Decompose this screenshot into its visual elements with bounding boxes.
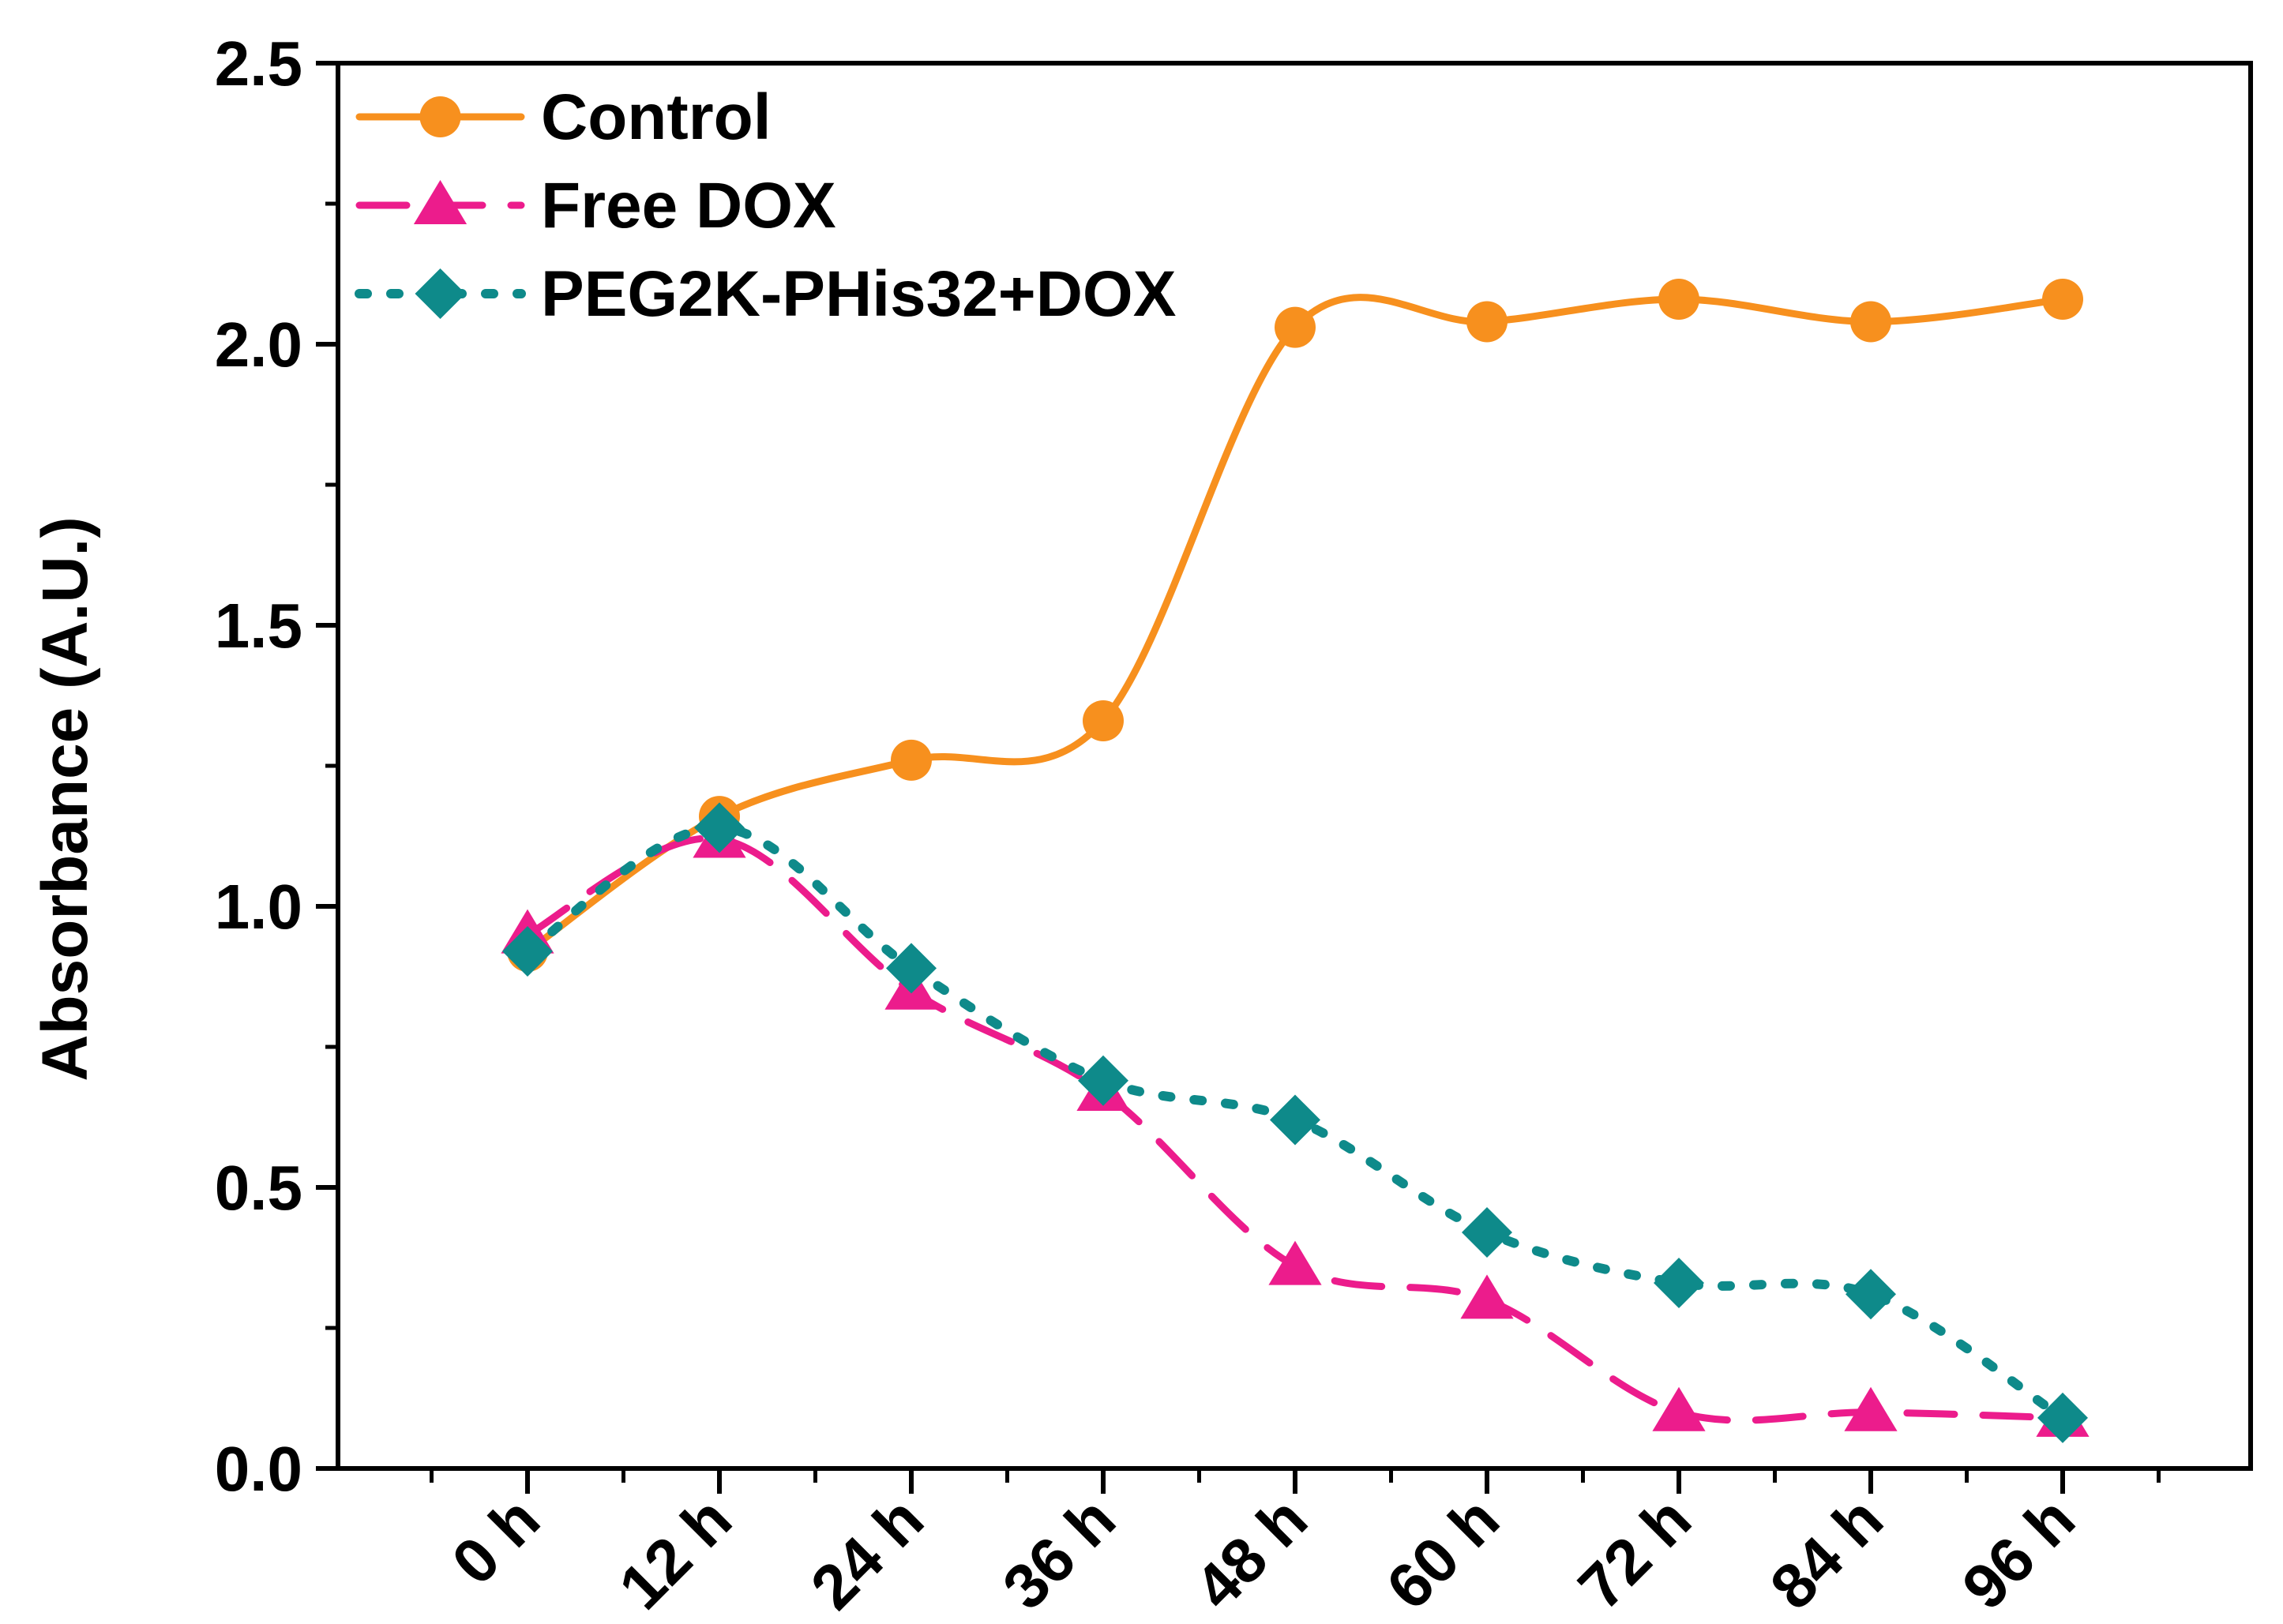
data-point bbox=[1466, 301, 1508, 343]
series-circle bbox=[507, 279, 2083, 972]
data-point bbox=[1078, 1055, 1128, 1106]
y-tick-label: 1.0 bbox=[215, 872, 302, 942]
axis-layer: 0.0 0.5 1.0 1.5 2.0 2.5 0 h 12 h 24 h 36 h 48 h 60 … bbox=[215, 28, 2161, 1622]
data-point bbox=[1083, 700, 1124, 742]
legend-marker bbox=[413, 180, 467, 224]
y-tick-label: 1.5 bbox=[215, 591, 302, 661]
series-line bbox=[524, 835, 2067, 1424]
data-point bbox=[1270, 1094, 1320, 1146]
data-point bbox=[1462, 1206, 1512, 1258]
legend: Control Free DOX PEG2K-PHis32+DOX bbox=[355, 81, 1176, 330]
data-point bbox=[2042, 279, 2083, 321]
data-point bbox=[2037, 1392, 2088, 1443]
x-tick-label: 36 h bbox=[989, 1483, 1128, 1622]
legend-label: Free DOX bbox=[541, 170, 836, 242]
data-point bbox=[1268, 1240, 1322, 1285]
series-layer bbox=[501, 279, 2090, 1443]
data-point bbox=[1652, 1386, 1706, 1431]
series-diamond bbox=[502, 802, 2088, 1443]
data-point bbox=[891, 739, 932, 781]
legend-marker bbox=[419, 96, 461, 137]
data-point bbox=[694, 802, 745, 853]
data-point bbox=[1844, 1386, 1898, 1431]
x-tick-label: 60 h bbox=[1373, 1483, 1512, 1622]
data-point bbox=[1275, 306, 1316, 348]
y-tick-label: 0.5 bbox=[215, 1153, 302, 1223]
y-axis-title: Absorbance (A.U.) bbox=[29, 516, 101, 1081]
data-point bbox=[502, 925, 553, 977]
data-point bbox=[1846, 1269, 1896, 1320]
y-tick-label: 2.5 bbox=[215, 28, 302, 99]
y-tick-label: 0.0 bbox=[215, 1434, 302, 1504]
x-tick-label: 84 h bbox=[1757, 1483, 1896, 1622]
x-tick-label: 72 h bbox=[1565, 1483, 1704, 1622]
legend-label: PEG2K-PHis32+DOX bbox=[541, 258, 1176, 330]
data-point bbox=[1460, 1274, 1514, 1319]
data-point bbox=[1850, 301, 1891, 343]
data-point bbox=[1658, 279, 1699, 321]
series-line bbox=[524, 294, 2067, 955]
series-triangle bbox=[501, 813, 2090, 1437]
data-point bbox=[1654, 1258, 1704, 1309]
x-tick-label: 48 h bbox=[1181, 1483, 1320, 1622]
x-tick-label: 24 h bbox=[798, 1483, 937, 1622]
x-tick-label: 12 h bbox=[606, 1483, 745, 1622]
y-tick-label: 2.0 bbox=[215, 309, 302, 380]
legend-marker bbox=[415, 268, 466, 319]
x-tick-label: 0 h bbox=[438, 1483, 553, 1598]
x-tick-label: 96 h bbox=[1949, 1483, 2088, 1622]
legend-label: Control bbox=[541, 81, 771, 153]
data-point bbox=[886, 943, 937, 994]
